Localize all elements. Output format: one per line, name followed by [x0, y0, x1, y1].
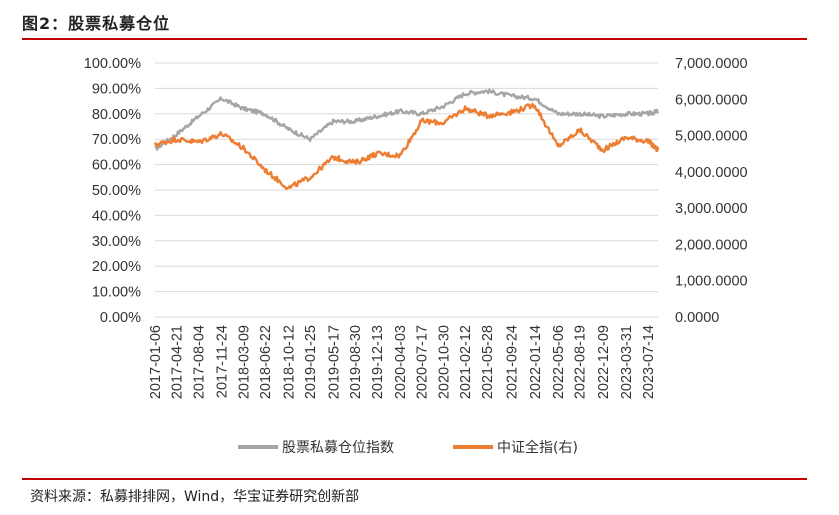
x-tick-label: 2022-12-09 — [596, 325, 612, 399]
x-tick-label: 2019-08-30 — [348, 325, 364, 399]
x-tick-label: 2018-03-09 — [236, 325, 252, 399]
source-note: 资料来源：私募排排网，Wind，华宝证券研究创新部 — [30, 489, 360, 505]
x-tick-label: 2020-04-03 — [393, 325, 409, 399]
y2-tick-label: 0.0000 — [675, 310, 719, 326]
y-tick-label: 90.00% — [92, 81, 141, 97]
x-tick-label: 2019-01-25 — [303, 325, 319, 399]
y2-tick-label: 6,000.0000 — [675, 92, 748, 108]
bottom-rule — [22, 478, 807, 480]
x-tick-label: 2018-10-12 — [281, 325, 297, 399]
y2-tick-label: 1,000.0000 — [675, 274, 748, 290]
y-tick-label: 0.00% — [100, 310, 141, 326]
x-tick-label: 2021-09-24 — [505, 325, 521, 399]
y-tick-label: 80.00% — [92, 107, 141, 123]
y-tick-label: 60.00% — [92, 158, 141, 174]
x-tick-label: 2019-05-17 — [326, 325, 342, 399]
legend: 股票私募仓位指数 中证全指(右) — [238, 439, 578, 456]
x-tick-label: 2021-05-28 — [480, 325, 496, 399]
y-tick-label: 20.00% — [92, 259, 141, 275]
x-tick-label: 2021-02-12 — [458, 325, 474, 399]
x-tick-label: 2017-11-24 — [215, 325, 231, 398]
x-tick-label: 2023-03-31 — [619, 325, 635, 399]
x-tick-label: 2020-07-17 — [415, 325, 431, 399]
x-tick-label: 2022-05-06 — [551, 325, 567, 399]
figure-title: 图2：股票私募仓位 — [22, 14, 171, 33]
y2-tick-label: 3,000.0000 — [675, 201, 748, 217]
top-rule — [22, 38, 807, 40]
y2-tick-label: 5,000.0000 — [675, 129, 748, 145]
y2-tick-label: 2,000.0000 — [675, 237, 748, 253]
y2-tick-label: 4,000.0000 — [675, 165, 748, 181]
series-lines — [153, 88, 660, 190]
right-axis: 7,000.0000 6,000.0000 5,000.0000 4,000.0000… — [675, 56, 748, 326]
x-axis: 2017-01-06 2017-04-21 2017-08-04 2017-11-24… — [148, 325, 657, 399]
x-tick-label: 2019-12-13 — [370, 325, 386, 399]
legend-label-gray: 股票私募仓位指数 — [282, 440, 394, 456]
x-tick-label: 2017-01-06 — [148, 325, 164, 399]
x-tick-label: 2017-04-21 — [170, 325, 186, 399]
y-tick-label: 40.00% — [92, 208, 141, 224]
legend-label-orange: 中证全指(右) — [497, 439, 578, 456]
y-tick-label: 30.00% — [92, 234, 141, 250]
y2-tick-label: 7,000.0000 — [675, 56, 748, 72]
x-tick-label: 2022-01-14 — [528, 325, 544, 399]
x-tick-label: 2022-08-19 — [573, 325, 589, 399]
x-tick-label: 2023-07-14 — [641, 325, 657, 399]
x-tick-label: 2017-08-04 — [191, 325, 207, 399]
x-tick-label: 2018-06-22 — [258, 325, 274, 399]
grid-lines — [155, 62, 658, 318]
y-tick-label: 70.00% — [92, 132, 141, 148]
y-tick-label: 50.00% — [92, 183, 141, 199]
left-axis: 100.00% 90.00% 80.00% 70.00% 60.00% 50.00% 40.… — [84, 56, 141, 326]
series-line-position-index — [154, 88, 660, 151]
y-tick-label: 100.00% — [84, 56, 141, 72]
x-tick-label: 2020-10-30 — [436, 325, 452, 399]
y-tick-label: 10.00% — [92, 285, 141, 301]
series-line-csi-all — [153, 102, 660, 190]
